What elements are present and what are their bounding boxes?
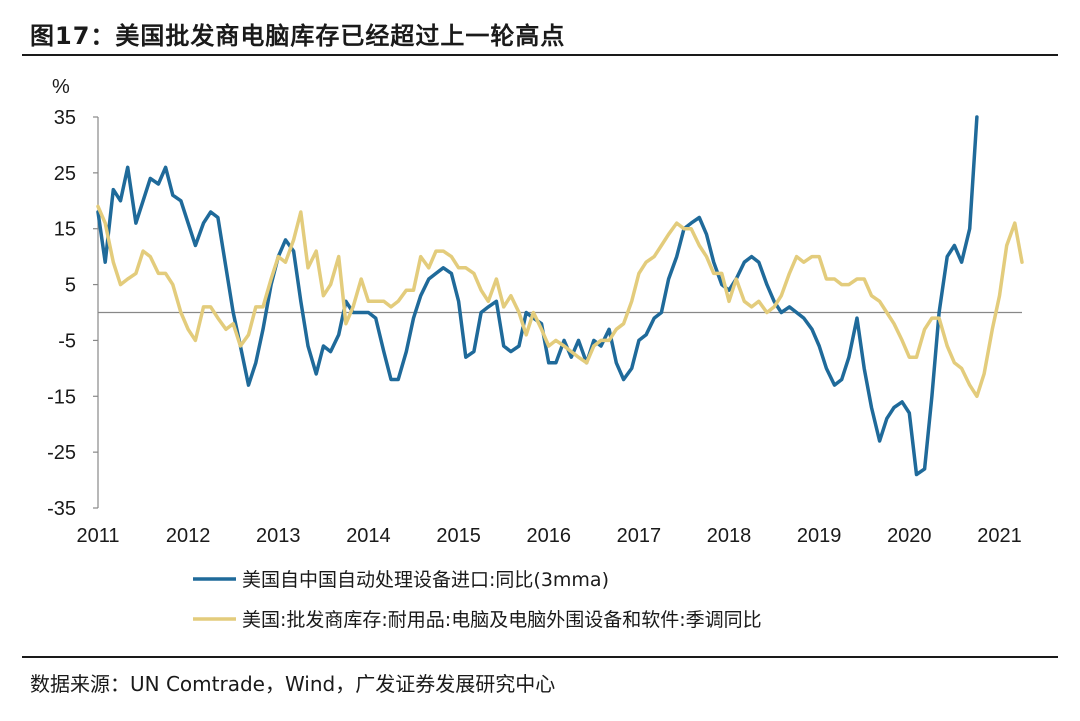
series-layer bbox=[96, 115, 1024, 477]
axes-layer: 35 25 15 5 -5 -15 -25 -35% 2011 2012 2013 2014 2015 2… bbox=[47, 76, 1022, 547]
x-tick-label: 2013 bbox=[256, 525, 301, 547]
x-tick-label: 2021 bbox=[977, 525, 1022, 547]
y-tick-label: 5 bbox=[65, 275, 76, 297]
series-line-1 bbox=[96, 115, 979, 477]
y-axis-unit: % bbox=[52, 76, 70, 98]
x-tick-label: 2019 bbox=[797, 525, 842, 547]
x-tick-label: 2018 bbox=[707, 525, 752, 547]
y-tick-label: 15 bbox=[54, 219, 76, 241]
x-tick-label: 2012 bbox=[166, 525, 211, 547]
x-tick-label: 2014 bbox=[346, 525, 391, 547]
y-tick-label: 25 bbox=[54, 163, 76, 185]
x-tick-label: 2017 bbox=[617, 525, 662, 547]
legend-label-1: 美国自中国自动处理设备进口:同比(3mma) bbox=[242, 569, 609, 591]
legend-label-2: 美国:批发商库存:耐用品:电脑及电脑外围设备和软件:季调同比 bbox=[242, 609, 762, 631]
x-tick-label: 2020 bbox=[887, 525, 932, 547]
x-tick-label: 2016 bbox=[526, 525, 571, 547]
legend: 美国自中国自动处理设备进口:同比(3mma) 美国:批发商库存:耐用品:电脑及电脑… bbox=[193, 569, 762, 631]
source-rule bbox=[22, 656, 1058, 658]
y-tick-label: 35 bbox=[54, 107, 76, 129]
y-tick-label: -5 bbox=[58, 330, 76, 352]
x-tick-label: 2015 bbox=[436, 525, 481, 547]
line-chart: 35 25 15 5 -5 -15 -25 -35% 2011 2012 2013 2014 2015 2… bbox=[47, 76, 1024, 631]
title-rule bbox=[22, 54, 1058, 56]
x-tick-label: 2011 bbox=[76, 525, 119, 547]
y-tick-label: -15 bbox=[47, 386, 76, 408]
series-line-2 bbox=[96, 204, 1024, 399]
y-tick-label: -25 bbox=[47, 442, 76, 464]
source-note: 数据来源：UN Comtrade，Wind，广发证券发展研究中心 bbox=[30, 672, 556, 696]
y-tick-label: -35 bbox=[47, 498, 76, 520]
figure-title: 图17：美国批发商电脑库存已经超过上一轮高点 bbox=[30, 22, 566, 50]
